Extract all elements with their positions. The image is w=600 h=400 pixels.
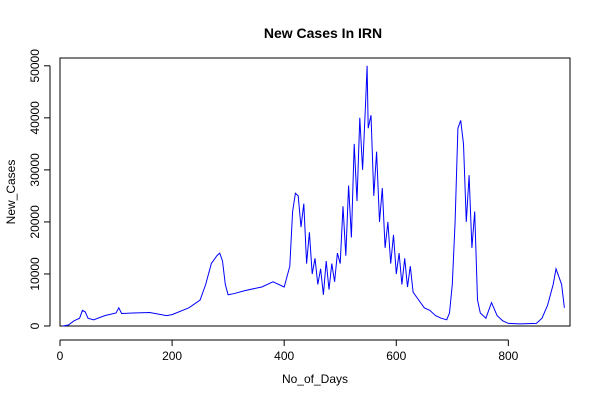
y-tick-label: 30000: [28, 153, 42, 187]
x-axis-label: No_of_Days: [282, 372, 348, 386]
series-line-new-cases: [62, 65, 565, 327]
y-tick-label: 0: [28, 322, 42, 329]
y-axis-label: New_Cases: [4, 160, 18, 225]
x-tick-label: 0: [57, 349, 64, 363]
x-tick-label: 800: [498, 349, 518, 363]
y-tick-label: 50000: [28, 49, 42, 83]
plot-frame: [59, 57, 571, 327]
chart-title: New Cases In IRN: [264, 25, 382, 41]
x-tick-label: 200: [162, 349, 182, 363]
y-tick-label: 10000: [28, 257, 42, 291]
x-tick-label: 600: [386, 349, 406, 363]
y-tick-label: 40000: [28, 101, 42, 135]
y-axis: 0 10000 20000 30000 40000 50000: [28, 49, 51, 329]
x-axis: 0 200 400 600 800: [57, 339, 519, 363]
x-tick-label: 400: [274, 349, 294, 363]
y-tick-label: 20000: [28, 205, 42, 239]
